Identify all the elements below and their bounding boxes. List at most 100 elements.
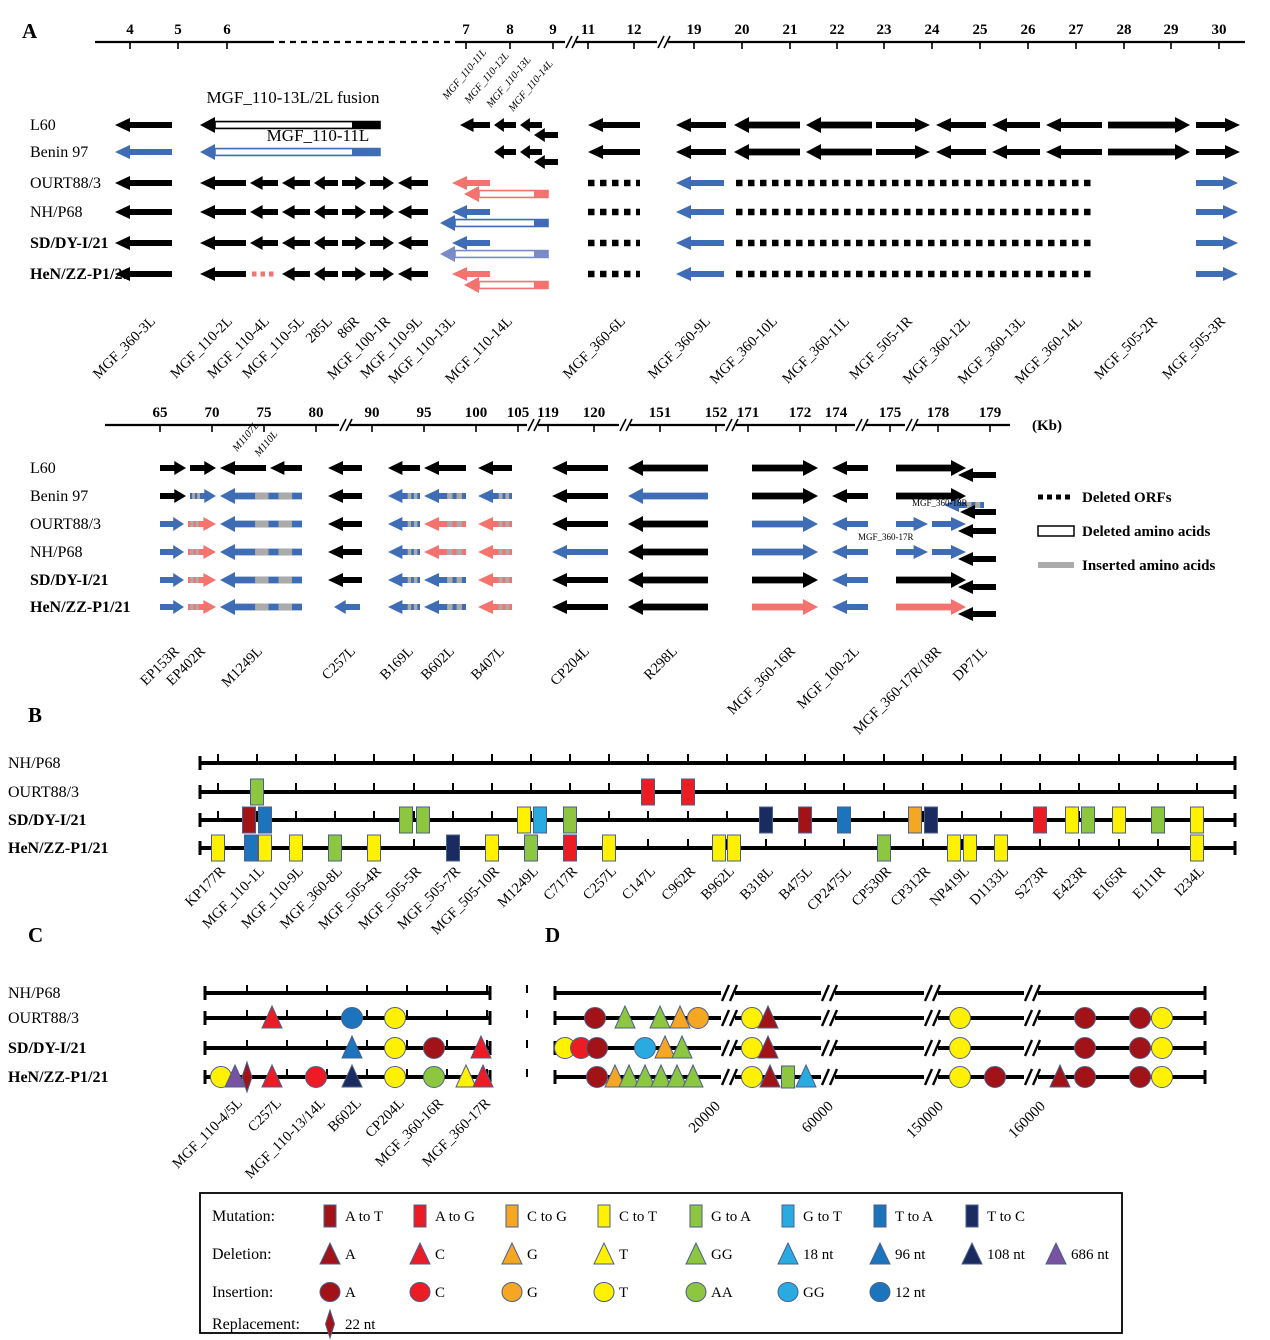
axis-tick-label: 27 <box>1069 22 1085 38</box>
inserted-amino-acids <box>505 493 510 499</box>
axis-unit: (Kb) <box>1032 418 1062 434</box>
legend-swatch-circle <box>501 1282 523 1302</box>
line-break-slash <box>923 984 934 1002</box>
inserted-amino-acids <box>195 577 199 583</box>
gene-arrow <box>314 176 338 190</box>
axis-tick-label: 19 <box>687 22 702 38</box>
inserted-amino-acids <box>456 604 462 610</box>
axis-break-slash <box>731 418 739 432</box>
deletion-marker <box>634 1063 656 1088</box>
gene-label: CP312R <box>888 863 934 909</box>
axis-break-slash <box>571 35 579 49</box>
axis-break-slash <box>663 35 671 49</box>
legend-item-label: A <box>345 1285 356 1301</box>
inserted-amino-acids <box>190 521 194 527</box>
line-break-slash <box>931 984 942 1002</box>
mutation-marker <box>242 806 256 834</box>
mutation-marker <box>563 806 577 834</box>
gene-arrow <box>588 118 640 132</box>
strain-label: SD/DY-I/21 <box>8 1040 87 1057</box>
axis-break <box>565 36 576 48</box>
insertion-marker <box>687 1007 709 1029</box>
inserted-amino-acids <box>407 493 412 499</box>
insertion-marker <box>984 1066 1006 1088</box>
insertion-marker <box>949 1066 971 1088</box>
gene-arrow <box>992 118 1040 132</box>
gene-arrow <box>896 545 928 559</box>
axis-tick-label: 30 <box>1212 22 1227 38</box>
gene-arrow <box>1196 118 1240 132</box>
legend-swatch-rect <box>505 1204 519 1228</box>
strain-label: L60 <box>30 460 56 477</box>
gene-arrow <box>220 461 266 475</box>
gene-arrow <box>806 117 872 133</box>
gene-label: MGF_360-3L <box>90 314 159 383</box>
legend-item-label: T to A <box>895 1209 933 1225</box>
mutation-marker <box>641 778 655 806</box>
axis-tick-label: 172 <box>789 405 812 421</box>
gene-arrow <box>160 573 184 587</box>
legend-item-label: 686 nt <box>1071 1247 1110 1263</box>
inserted-amino-acids <box>407 549 412 555</box>
legend-item-label: 18 nt <box>803 1247 834 1263</box>
gene-label: C962R <box>658 863 699 904</box>
mutation-marker <box>367 834 381 862</box>
strain-label: L60 <box>30 117 56 134</box>
insertion-marker <box>423 1037 445 1059</box>
strain-label: HeN/ZZ-P1/21 <box>30 266 130 283</box>
gene-arrow <box>676 236 724 250</box>
line-break-slash <box>820 1068 831 1086</box>
gene-arrow <box>115 145 172 159</box>
insertion-marker <box>1074 1037 1096 1059</box>
gene-arrow <box>398 205 428 219</box>
gene-arrow <box>1046 118 1102 132</box>
gene-arrow <box>1108 117 1190 133</box>
insertion-marker <box>586 1037 608 1059</box>
axis-tick-label: 24 <box>925 22 941 38</box>
gene-arrow <box>115 118 172 132</box>
line-break-slash <box>1023 1009 1034 1027</box>
mutation-marker <box>924 806 938 834</box>
axis-tick-label: 174 <box>825 405 848 421</box>
axis-tick-label: 65 <box>153 405 168 421</box>
legend-item-label: 96 nt <box>895 1247 926 1263</box>
gene-arrow <box>752 460 818 476</box>
insertion-marker <box>586 1066 608 1088</box>
legend-swatch-rect <box>873 1204 887 1228</box>
gene-arrow <box>424 489 466 503</box>
gene-arrow <box>328 545 362 559</box>
gene-arrow <box>676 267 724 281</box>
gene-arrow <box>520 145 542 159</box>
gene-arrow <box>628 516 708 532</box>
gene-arrow <box>494 145 516 159</box>
axis-tick-label: 28 <box>1117 22 1132 38</box>
legend-item-label: GG <box>711 1247 733 1263</box>
strain-label: NH/P68 <box>8 755 60 772</box>
inserted-amino-acids <box>190 604 194 610</box>
line-break-slash <box>931 1009 942 1027</box>
gene-arrow <box>160 517 184 531</box>
inserted-amino-acids <box>413 549 418 555</box>
axis-tick-label: 90 <box>365 405 380 421</box>
legend-hollow-sample <box>1037 525 1075 537</box>
gene-arrow <box>932 517 966 531</box>
gene-arrow <box>832 517 868 531</box>
gene-arrow <box>160 600 184 614</box>
panel-b-label: B <box>28 703 42 727</box>
inserted-amino-acids <box>413 604 418 610</box>
gene-arrow <box>398 236 428 250</box>
gene-arrow <box>752 599 818 615</box>
replacement-marker <box>241 1060 253 1094</box>
gene-arrow <box>370 267 394 281</box>
axis-break-slash <box>855 418 863 432</box>
gene-arrow <box>628 488 708 504</box>
insertion-marker <box>1074 1007 1096 1029</box>
inserted-amino-acids <box>255 603 269 611</box>
deletion-marker <box>341 1063 363 1088</box>
gene-arrow-head <box>200 117 215 133</box>
mutation-marker <box>533 806 547 834</box>
legend-swatch-rect <box>323 1204 337 1228</box>
gene-label: MGF_360-9L <box>645 314 714 383</box>
inserted-amino-acids <box>505 604 510 610</box>
deletion-marker <box>341 1034 363 1059</box>
